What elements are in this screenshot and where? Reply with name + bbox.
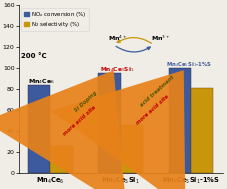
Text: Mn$_4$Ce$_5$Si$_1$: Mn$_4$Ce$_5$Si$_1$	[100, 65, 134, 74]
Text: 200 °C: 200 °C	[21, 53, 46, 59]
Text: more acid site: more acid site	[63, 105, 97, 136]
Text: Mn$^{4+}$: Mn$^{4+}$	[108, 33, 128, 43]
Text: more acid site: more acid site	[135, 94, 170, 126]
Bar	[28, 85, 50, 173]
Bar	[121, 125, 143, 173]
FancyArrowPatch shape	[116, 46, 150, 52]
Text: acid treatment: acid treatment	[139, 75, 175, 108]
Text: Mn$^{3+}$: Mn$^{3+}$	[151, 33, 170, 43]
FancyArrowPatch shape	[117, 38, 151, 43]
Legend: NO$_x$ conversion (%), N$_2$ selectivity (%): NO$_x$ conversion (%), N$_2$ selectivity…	[22, 8, 89, 31]
Bar	[191, 88, 213, 173]
Bar	[50, 146, 73, 173]
Text: Mn$_4$Ce$_6$: Mn$_4$Ce$_6$	[28, 77, 55, 86]
Bar	[168, 68, 191, 173]
Text: Mn$_4$Ce$_5$Si$_1$-1%S: Mn$_4$Ce$_5$Si$_1$-1%S	[166, 60, 212, 69]
Bar	[98, 73, 121, 173]
Text: Si Doping: Si Doping	[73, 90, 98, 113]
